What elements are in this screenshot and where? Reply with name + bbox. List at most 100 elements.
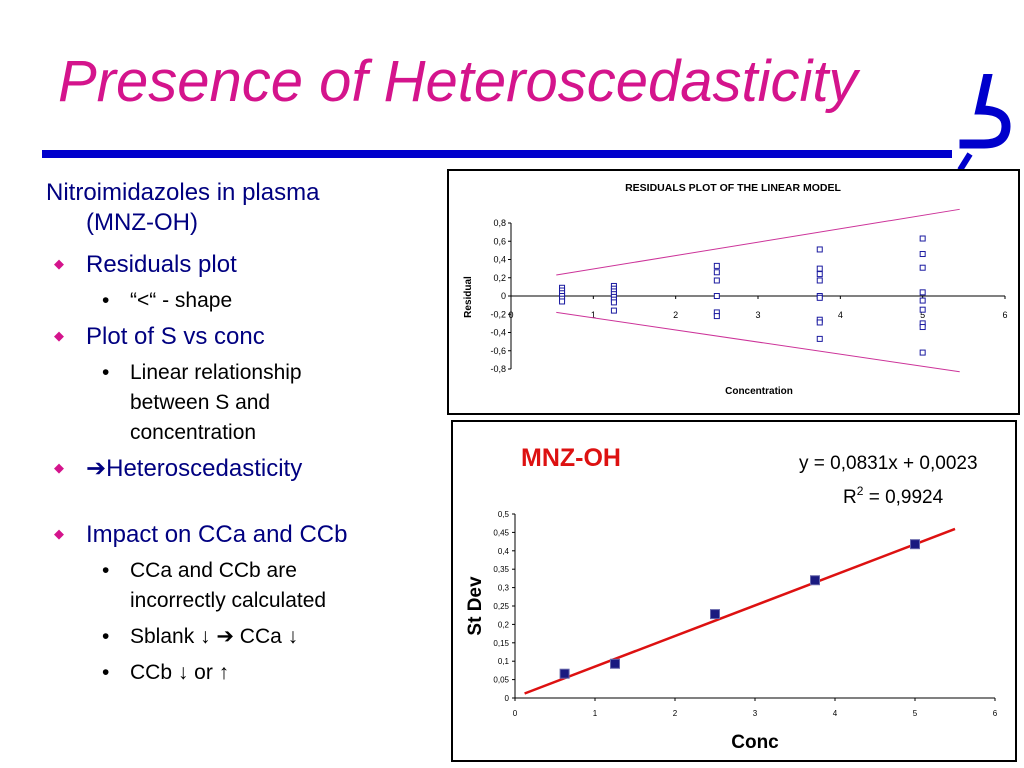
y-tick-label: 0,25 <box>493 602 509 611</box>
bullet-label: Impact on CCa and CCb <box>86 521 348 548</box>
y-tick-label: 0 <box>505 694 510 703</box>
residual-point <box>713 293 720 299</box>
x-tick-label: 4 <box>833 709 838 718</box>
residual-point <box>919 235 926 242</box>
right-arrow-icon: ➔ <box>86 455 107 482</box>
logo-icon <box>957 74 1011 172</box>
y-tick-label: 0,15 <box>493 639 509 648</box>
residual-point <box>919 264 926 271</box>
y-tick-label: 0,4 <box>498 547 510 556</box>
residual-point <box>713 277 720 284</box>
bullet-label: Residuals plot <box>86 251 237 278</box>
sub-bullet-label: CCb ↓ or ↑ <box>130 661 230 684</box>
y-tick-label: 0,6 <box>493 236 506 246</box>
intro-text: Nitroimidazoles in plasma (MNZ-OH) <box>46 178 446 238</box>
x-axis-label: Conc <box>731 732 779 753</box>
bullet-label: Heteroscedasticity <box>106 455 303 482</box>
x-tick-label: 5 <box>920 310 925 320</box>
residual-point <box>610 299 617 306</box>
residuals-chart-frame: RESIDUALS PLOT OF THE LINEAR MODEL Resid… <box>447 169 1020 415</box>
bullet-impact: ◆ Impact on CCa and CCb <box>46 520 446 550</box>
y-tick-label: 0,2 <box>493 273 506 283</box>
y-tick-label: -0,4 <box>490 328 506 338</box>
residual-point <box>816 271 823 278</box>
y-tick-label: 0 <box>501 291 506 301</box>
x-tick-label: 2 <box>673 310 678 320</box>
residual-point <box>816 319 823 326</box>
diamond-bullet-icon: ◆ <box>54 256 64 271</box>
slide-title: Presence of Heteroscedasticity <box>58 49 858 114</box>
stdev-point <box>710 609 720 620</box>
sub-bullet-line-1: Linear relationship <box>130 361 302 384</box>
y-tick-label: 0,8 <box>493 218 506 228</box>
residual-point <box>816 335 823 342</box>
residual-point <box>713 313 720 320</box>
stdev-point <box>610 658 620 669</box>
residual-point <box>816 294 823 301</box>
residual-point <box>919 306 926 313</box>
r2-value: = 0,9924 <box>863 487 943 508</box>
stdev-point <box>810 575 820 586</box>
residual-point <box>919 324 926 331</box>
sub-bullet-linear: • Linear relationship between S and conc… <box>46 358 446 448</box>
residual-point <box>816 277 823 284</box>
dot-bullet-icon: • <box>102 289 110 312</box>
intro-line-1: Nitroimidazoles in plasma <box>46 179 320 206</box>
y-tick-label: 0,2 <box>498 620 510 629</box>
sub-bullet-label: Sblank ↓ ➔ CCa ↓ <box>130 625 299 648</box>
r2-superscript: 2 <box>857 484 864 498</box>
bullet-heteroscedasticity: ◆ ➔Heteroscedasticity <box>46 454 446 484</box>
stdev-point <box>559 668 570 679</box>
sub-bullet-shape: • “<“ - shape <box>46 286 446 316</box>
sub-bullet-label: “<“ - shape <box>130 289 233 312</box>
dot-bullet-icon: • <box>102 361 110 384</box>
y-tick-label: -0,2 <box>490 309 506 319</box>
bullet-residuals-plot: ◆ Residuals plot <box>46 250 446 280</box>
x-tick-label: 3 <box>753 709 758 718</box>
y-tick-label: -0,8 <box>490 364 506 374</box>
regression-equation: y = 0,0831x + 0,0023 <box>799 453 978 474</box>
sub-bullet-sblank: • Sblank ↓ ➔ CCa ↓ <box>46 622 446 652</box>
sub-bullet-line-1: CCa and CCb are <box>130 559 297 582</box>
stdev-point <box>910 539 920 550</box>
residual-point <box>713 269 720 276</box>
sub-bullet-line-2: incorrectly calculated <box>130 589 327 612</box>
x-tick-label: 1 <box>593 709 598 718</box>
dot-bullet-icon: • <box>102 625 110 648</box>
diamond-bullet-icon: ◆ <box>54 460 64 475</box>
residual-point <box>713 262 720 269</box>
residuals-chart: RESIDUALS PLOT OF THE LINEAR MODEL Resid… <box>463 182 1008 397</box>
residual-point <box>816 246 823 253</box>
y-tick-label: -0,6 <box>490 346 506 356</box>
r2-label: R <box>843 487 857 508</box>
x-tick-label: 3 <box>755 310 760 320</box>
x-tick-label: 4 <box>838 310 843 320</box>
y-axis-label: St Dev <box>465 576 486 636</box>
y-tick-label: 0,05 <box>493 676 509 685</box>
dot-bullet-icon: • <box>102 661 110 684</box>
trend-line <box>524 527 956 695</box>
chart-title: MNZ-OH <box>521 444 621 472</box>
residual-point <box>919 251 926 258</box>
residual-point <box>559 298 566 305</box>
sub-bullet-cca-ccb: • CCa and CCb are incorrectly calculated <box>46 556 446 616</box>
residual-point <box>919 297 926 304</box>
x-tick-label: 2 <box>673 709 678 718</box>
y-tick-label: 0,5 <box>498 510 510 519</box>
residual-point <box>610 307 617 314</box>
diamond-bullet-icon: ◆ <box>54 328 64 343</box>
bullet-label: Plot of S vs conc <box>86 323 265 350</box>
x-tick-label: 0 <box>513 709 518 718</box>
residual-point <box>919 289 926 296</box>
x-tick-label: 6 <box>1002 310 1007 320</box>
title-underline <box>42 150 952 158</box>
y-tick-label: 0,1 <box>498 657 510 666</box>
chart-title: RESIDUALS PLOT OF THE LINEAR MODEL <box>625 182 841 194</box>
y-tick-label: 0,45 <box>493 528 509 537</box>
r-squared: R2 = 0,9924 <box>843 484 944 508</box>
spacer <box>46 490 446 520</box>
stdev-chart: MNZ-OH y = 0,0831x + 0,0023 R2 = 0,9924 … <box>465 444 998 753</box>
envelope-line <box>556 208 960 276</box>
sub-bullet-line-2: between S and <box>130 391 271 414</box>
dot-bullet-icon: • <box>102 559 110 582</box>
